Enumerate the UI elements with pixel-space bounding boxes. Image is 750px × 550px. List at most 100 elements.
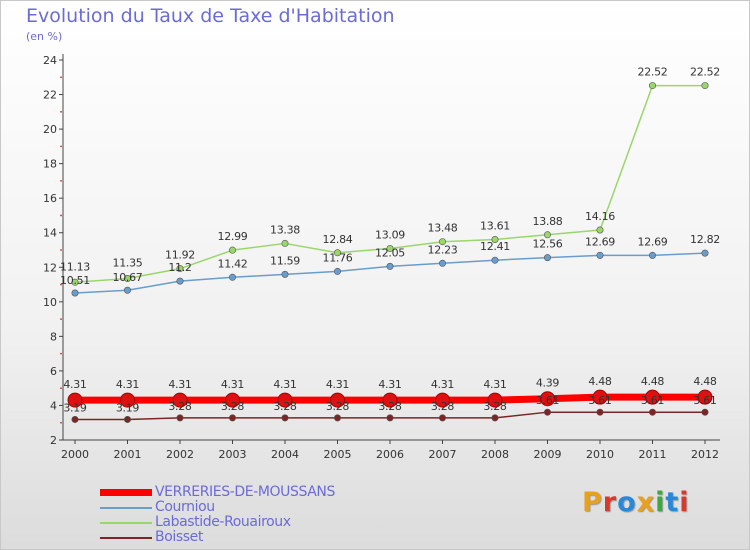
data-label: 10.67 xyxy=(113,271,143,284)
data-point xyxy=(172,392,188,408)
data-point xyxy=(176,277,184,285)
data-point xyxy=(386,414,394,422)
x-tick-label: 2006 xyxy=(376,448,404,461)
y-tick-label: 18 xyxy=(43,158,57,171)
data-point xyxy=(491,235,499,243)
data-label: 4.31 xyxy=(483,378,506,391)
y-tick-label: 14 xyxy=(43,227,57,240)
data-label: 11.76 xyxy=(323,251,353,264)
data-label: 11.2 xyxy=(168,261,191,274)
x-tick-label: 2007 xyxy=(429,448,457,461)
data-point xyxy=(438,238,446,246)
y-minor-mark xyxy=(60,249,62,251)
data-label: 3.61 xyxy=(588,394,611,407)
data-label: 22.52 xyxy=(638,66,668,79)
x-tick-label: 2010 xyxy=(586,448,614,461)
data-point xyxy=(176,265,184,273)
legend-swatch xyxy=(100,537,152,539)
x-tick-label: 2000 xyxy=(61,448,89,461)
y-minor-mark xyxy=(60,145,62,148)
data-point xyxy=(386,244,394,252)
x-tick-label: 2011 xyxy=(639,448,667,461)
data-label: 13.09 xyxy=(375,228,405,241)
data-label: 12.05 xyxy=(375,246,405,259)
data-label: 12.82 xyxy=(690,233,720,246)
legend-swatch xyxy=(100,507,152,509)
data-point xyxy=(124,286,132,294)
y-minor-mark xyxy=(60,76,62,79)
data-point xyxy=(71,289,79,297)
data-point xyxy=(333,267,341,275)
y-minor-mark xyxy=(60,352,62,355)
data-label: 4.31 xyxy=(221,378,244,391)
data-point xyxy=(491,414,499,422)
data-label: 13.88 xyxy=(533,215,563,228)
data-point xyxy=(333,414,341,422)
x-tick-label: 2005 xyxy=(324,448,352,461)
data-point xyxy=(697,389,713,405)
data-point xyxy=(491,256,499,264)
data-label: 3.28 xyxy=(273,400,297,413)
data-label: 12.56 xyxy=(533,238,563,251)
data-point xyxy=(487,392,503,408)
x-tick-label: 2008 xyxy=(481,448,509,461)
data-label: 11.13 xyxy=(60,260,90,273)
y-minor-mark xyxy=(60,214,62,217)
data-point xyxy=(229,414,237,422)
data-label: 13.61 xyxy=(480,219,510,232)
y-tick-label: 8 xyxy=(50,330,57,343)
data-point xyxy=(330,392,345,408)
x-tick-label: 2004 xyxy=(271,448,299,461)
data-label: 3.61 xyxy=(693,394,716,407)
data-point xyxy=(540,391,555,407)
data-point xyxy=(124,415,132,423)
data-label: 22.52 xyxy=(690,66,720,79)
data-label: 3.28 xyxy=(168,400,192,413)
y-minor-mark xyxy=(60,318,62,320)
data-label: 3.61 xyxy=(641,394,664,407)
legend-label: Courniou xyxy=(155,499,215,515)
x-tick-label: 2009 xyxy=(534,448,562,461)
data-label: 4.31 xyxy=(431,378,454,391)
chart-title: Evolution du Taux de Taxe d'Habitation xyxy=(26,5,395,27)
data-point xyxy=(333,249,341,257)
x-tick-label: 2003 xyxy=(219,448,247,461)
data-point xyxy=(543,408,551,416)
data-label: 3.28 xyxy=(221,400,245,413)
legend-label: Boisset xyxy=(155,529,203,545)
data-point xyxy=(596,408,604,416)
y-tick-label: 16 xyxy=(43,192,57,205)
chart-subtitle: (en %) xyxy=(26,30,63,43)
y-tick-label: 24 xyxy=(43,54,57,67)
x-tick-label: 2012 xyxy=(691,448,719,461)
data-point xyxy=(71,278,79,286)
data-point xyxy=(229,246,237,254)
data-point xyxy=(435,392,450,408)
y-minor-mark xyxy=(60,387,62,390)
data-point xyxy=(645,389,660,405)
data-point xyxy=(120,392,135,408)
data-label: 13.48 xyxy=(428,222,458,235)
data-label: 12.69 xyxy=(638,235,668,248)
data-label: 4.48 xyxy=(693,375,717,388)
data-point xyxy=(596,251,604,259)
data-point xyxy=(701,82,709,90)
data-label: 12.99 xyxy=(218,230,248,243)
data-label: 4.48 xyxy=(641,375,665,388)
data-point xyxy=(386,262,394,270)
data-point xyxy=(176,414,184,422)
data-point xyxy=(438,414,446,422)
data-point xyxy=(543,231,551,239)
data-point xyxy=(277,392,293,408)
data-label: 12.23 xyxy=(428,243,458,256)
y-tick-label: 2 xyxy=(50,434,57,447)
data-point xyxy=(648,82,656,90)
data-label: 11.42 xyxy=(218,257,248,270)
data-point xyxy=(225,392,240,408)
data-point xyxy=(281,239,289,247)
data-label: 11.59 xyxy=(270,254,300,267)
data-label: 4.31 xyxy=(168,378,191,391)
data-point xyxy=(281,270,289,278)
data-point xyxy=(382,392,398,408)
data-point xyxy=(67,392,83,408)
